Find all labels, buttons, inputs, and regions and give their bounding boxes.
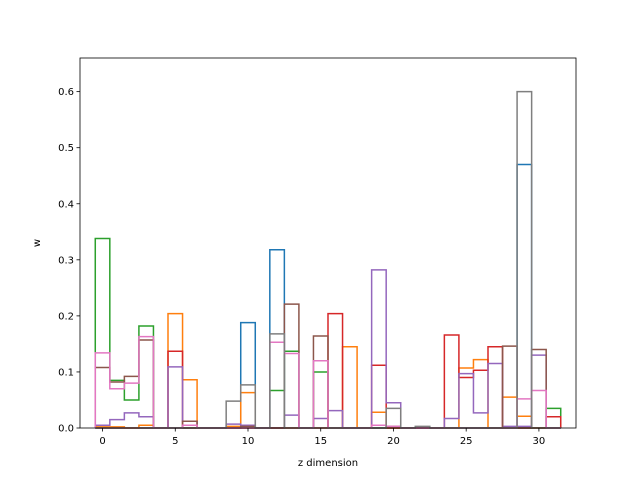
y-axis-label: w <box>32 239 43 247</box>
y-tick-label: 0.6 <box>58 87 74 98</box>
y-tick-label: 0.1 <box>58 367 74 378</box>
y-tick-label: 0.2 <box>58 311 74 322</box>
y-tick-label: 0.3 <box>58 255 74 266</box>
y-axis: 0.0 0.1 0.2 0.3 0.4 0.5 0.6 <box>58 87 80 435</box>
y-tick-label: 0.4 <box>58 199 74 210</box>
x-tick-label: 0 <box>99 436 105 447</box>
x-tick-label: 30 <box>533 436 546 447</box>
y-tick-label: 0.5 <box>58 143 74 154</box>
x-axis: 0 5 10 15 20 25 30 <box>99 428 545 447</box>
x-tick-label: 5 <box>172 436 178 447</box>
x-tick-label: 10 <box>242 436 255 447</box>
y-tick-label: 0.0 <box>58 424 74 435</box>
series-group <box>94 90 562 429</box>
plot-frame <box>79 57 577 429</box>
x-axis-label: z dimension <box>298 458 358 469</box>
x-tick-label: 20 <box>387 436 400 447</box>
x-tick-label: 25 <box>460 436 473 447</box>
x-tick-label: 15 <box>314 436 327 447</box>
